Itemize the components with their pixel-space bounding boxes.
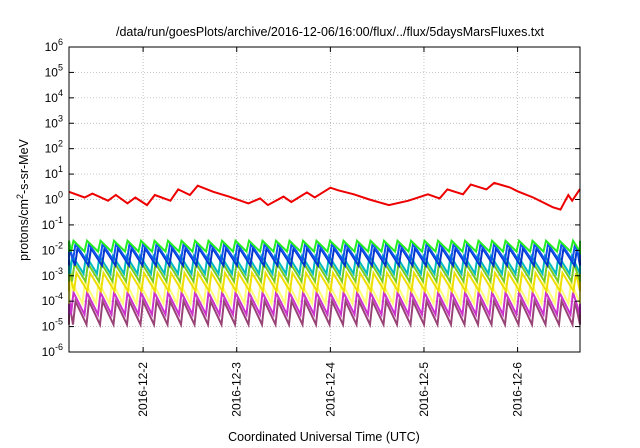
series-line-9	[68, 297, 581, 329]
y-tick-label: 101	[45, 164, 63, 181]
y-axis: 10-6 10-5 10-4 10-3 10-2 10-1 100 101 102 103 104 1…	[42, 37, 580, 359]
y-tick-label: 10-6	[42, 342, 63, 359]
series-line-6	[68, 269, 581, 295]
series-line-5	[68, 260, 581, 285]
x-tick-label: 2016-12-2	[136, 362, 150, 417]
y-tick-label: 105	[45, 62, 63, 79]
x-tick-label: 2016-12-6	[511, 362, 525, 417]
x-tick-label: 2016-12-4	[323, 362, 337, 417]
y-tick-label: 102	[45, 139, 63, 156]
y-axis-title: protons/cm2-s-sr-MeV	[15, 138, 31, 260]
series-line-proton-flux	[68, 181, 581, 211]
y-tick-label: 103	[45, 113, 63, 130]
x-axis-title: Coordinated Universal Time (UTC)	[228, 430, 420, 444]
y-tick-label: 106	[45, 37, 63, 54]
series-layer	[68, 181, 581, 329]
x-tick-label: 2016-12-5	[417, 362, 431, 417]
series-line-1	[68, 238, 581, 255]
y-tick-label: 10-5	[42, 317, 63, 334]
series-line-8	[68, 289, 581, 318]
y-tick-label: 104	[45, 88, 63, 105]
series-line-2	[68, 241, 581, 264]
x-axis: 2016-12-2 2016-12-3 2016-12-4 2016-12-5 2016…	[136, 47, 525, 417]
x-tick-label: 2016-12-3	[230, 362, 244, 417]
y-tick-label: 10-4	[42, 291, 63, 308]
y-tick-label: 10-2	[42, 240, 63, 257]
y-tick-label: 100	[45, 190, 63, 207]
y-tick-label: 10-1	[42, 215, 63, 232]
y-tick-label: 10-3	[42, 266, 63, 283]
chart-title: /data/run/goesPlots/archive/2016-12-06/1…	[116, 25, 545, 39]
